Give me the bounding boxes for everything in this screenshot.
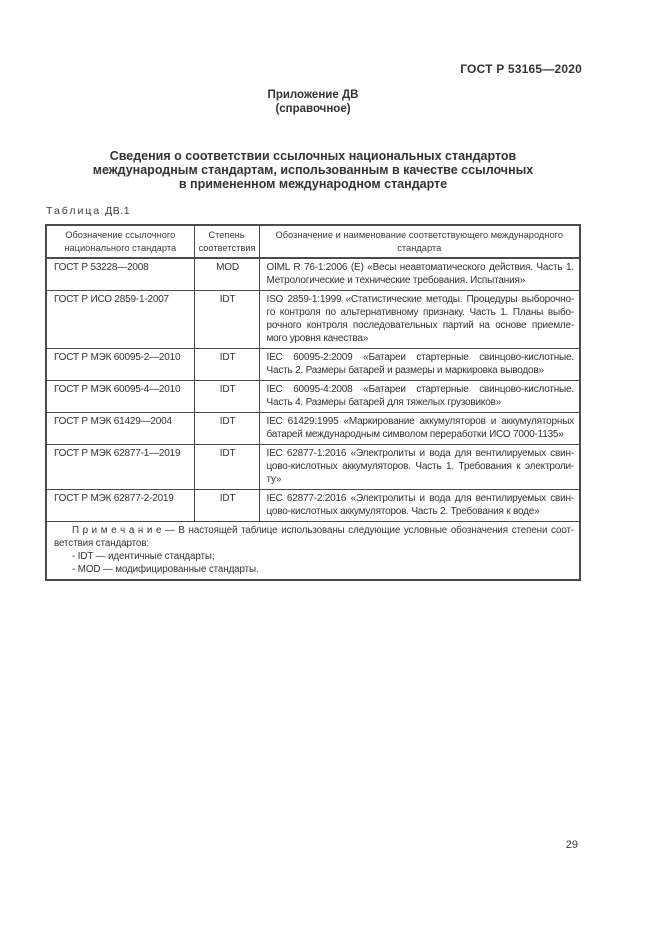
international-standard-text-line: Метрологические и технические требования…	[266, 275, 526, 286]
annex-block: Приложение ДВ (справочное)	[45, 88, 581, 116]
table-row: ГОСТ Р МЭК 60095-4—2010 IDT IEC 60095-4:20…	[45, 380, 581, 413]
cell-degree-of-correspondence: IDT	[193, 412, 260, 445]
cell-national-standard: ГОСТ Р МЭК 60095-2—2010	[45, 348, 195, 381]
cell-degree-of-correspondence: MOD	[193, 257, 260, 291]
table-note-line: П р и м е ч а н и е — В настоящей таблиц…	[72, 525, 574, 536]
international-standard-text-line: рочного контроля последовательных партий…	[266, 320, 575, 331]
cell-degree-of-correspondence: IDT	[193, 444, 260, 490]
international-standard-text-line: Часть 2. Размеры батарей и размеры и мар…	[266, 365, 545, 376]
table-caption-label: Таблица	[46, 205, 102, 217]
international-standard-text-line: OIML R 76-1:2006 (E) «Весы неавтоматичес…	[266, 262, 575, 273]
table-note-line: - MOD — модифицированные стандарты.	[72, 564, 259, 575]
cell-international-standard: IEC 62877-2:2016 «Электролиты и вода для…	[258, 489, 581, 522]
international-standard-text-line: мого уровня качества»	[266, 333, 369, 344]
international-standard-text-line: IEC 62877-1:2016 «Электролиты и вода для…	[266, 448, 575, 459]
table-note-body: П р и м е ч а н и е — В настоящей таблиц…	[45, 521, 581, 581]
cell-national-standard: ГОСТ Р МЭК 62877-2-2019	[45, 489, 195, 522]
table-caption-number: ДВ.1	[105, 205, 131, 217]
cell-national-standard: ГОСТ Р ИСО 2859-1-2007	[45, 290, 195, 349]
international-standard-text-line: батарей международным символом переработ…	[266, 429, 564, 440]
international-standard-text-line: IEC 60095-4:2008 «Батареи стартерные сви…	[266, 384, 575, 395]
table-row: ГОСТ Р ИСО 2859-1-2007 IDT ISO 2859-1:1999…	[45, 290, 581, 349]
cell-national-standard: ГОСТ Р МЭК 62877-1—2019	[45, 444, 195, 490]
column-header-international-standard: Обозначение и наименование соответствующ…	[258, 224, 581, 259]
table-header: Обозначение ссылочного национального ста…	[45, 224, 581, 259]
international-standard-text-line: цово-кислотных аккумуляторов. Часть 2. Т…	[266, 506, 540, 517]
international-standard-text-line: IEC 60095-2:2009 «Батареи стартерные сви…	[266, 352, 575, 363]
table-header-row: Обозначение ссылочного национального ста…	[45, 224, 581, 259]
table-row: ГОСТ Р МЭК 61429—2004 IDT IEC 61429:1995 «…	[45, 412, 581, 445]
table-note-cell: П р и м е ч а н и е — В настоящей таблиц…	[45, 521, 581, 581]
cell-international-standard: IEC 61429:1995 «Маркирование аккумулятор…	[258, 412, 581, 445]
table-row: ГОСТ Р МЭК 62877-2-2019 IDT IEC 62877-2:20…	[45, 489, 581, 522]
international-standard-text-line: ISO 2859-1:1999 «Статистические методы. …	[266, 294, 575, 305]
international-standard-text-line: цово-кислотных аккумуляторов. Часть 1. Т…	[266, 461, 575, 472]
column-header-national-standard: Обозначение ссылочного национального ста…	[45, 224, 195, 259]
international-standard-text-line: го контроля по альтернативному признаку.…	[266, 307, 575, 318]
cell-degree-of-correspondence: IDT	[193, 290, 260, 349]
cell-degree-of-correspondence: IDT	[193, 380, 260, 413]
international-standard-text-line: IEC 61429:1995 «Маркирование аккумулятор…	[266, 416, 575, 427]
table-row: ГОСТ Р МЭК 60095-2—2010 IDT IEC 60095-2:20…	[45, 348, 581, 381]
international-standard-text-line: IEC 62877-2:2016 «Электролиты и вода для…	[266, 493, 575, 504]
cell-international-standard: IEC 62877-1:2016 «Электролиты и вода для…	[258, 444, 581, 490]
cell-international-standard: ISO 2859-1:1999 «Статистические методы. …	[258, 290, 581, 349]
cell-international-standard: IEC 60095-2:2009 «Батареи стартерные сви…	[258, 348, 581, 381]
standards-correspondence-table: Обозначение ссылочного национального ста…	[45, 224, 581, 581]
cell-degree-of-correspondence: IDT	[193, 489, 260, 522]
cell-national-standard: ГОСТ Р 53228—2008	[45, 257, 195, 291]
document-number-header: ГОСТ Р 53165—2020	[460, 62, 582, 76]
international-standard-text-line: ту»	[266, 474, 282, 485]
standards-table-body: ГОСТ Р 53228—2008 MOD OIML R 76-1:2006 (E)…	[45, 257, 581, 522]
page-number: 29	[565, 839, 578, 851]
table-note-line: ветствия стандартов:	[54, 538, 149, 549]
annex-label: Приложение ДВ	[267, 89, 359, 101]
table-row: ГОСТ Р 53228—2008 MOD OIML R 76-1:2006 (E)…	[45, 257, 581, 291]
cell-international-standard: IEC 60095-4:2008 «Батареи стартерные сви…	[258, 380, 581, 413]
document-title: Сведения о соответствии ссылочных национ…	[92, 149, 534, 191]
table-row: ГОСТ Р МЭК 62877-1—2019 IDT IEC 62877-1:20…	[45, 444, 581, 490]
cell-international-standard: OIML R 76-1:2006 (E) «Весы неавтоматичес…	[258, 257, 581, 291]
table-caption: Таблица ДВ.1	[46, 205, 130, 217]
cell-national-standard: ГОСТ Р МЭК 61429—2004	[45, 412, 195, 445]
table-note-row: П р и м е ч а н и е — В настоящей таблиц…	[45, 521, 581, 581]
annex-type: (справочное)	[275, 103, 351, 115]
cell-national-standard: ГОСТ Р МЭК 60095-4—2010	[45, 380, 195, 413]
cell-degree-of-correspondence: IDT	[193, 348, 260, 381]
table-note-line: - IDT — идентичные стандарты;	[72, 551, 215, 562]
international-standard-text-line: Часть 4. Размеры батарей для тяжелых гру…	[266, 397, 502, 408]
column-header-degree: Степень соответствия	[193, 224, 260, 259]
